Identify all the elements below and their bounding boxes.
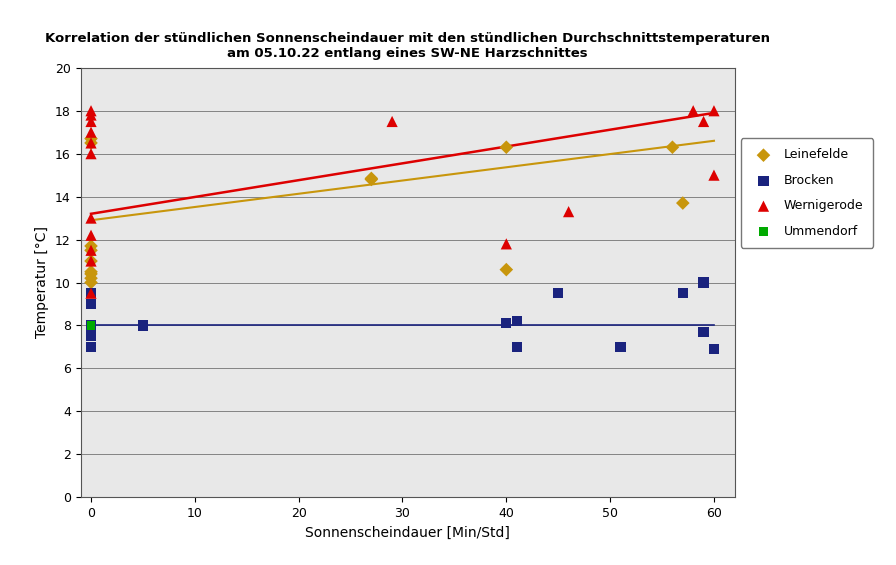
Point (499, 265, 513, 274)
Point (696, 117, 711, 126)
Point (84, 278, 99, 287)
Point (665, 143, 679, 152)
Point (696, 327, 711, 336)
Point (136, 321, 151, 330)
Point (676, 198, 690, 207)
Point (84, 270, 99, 279)
Y-axis label: Temperatur [°C]: Temperatur [°C] (36, 227, 49, 338)
Point (84, 246, 99, 255)
Point (707, 171, 721, 180)
Point (510, 342, 524, 351)
X-axis label: Sonnenscheindauer [Min/Std]: Sonnenscheindauer [Min/Std] (306, 525, 510, 540)
Point (510, 316, 524, 325)
Point (385, 117, 400, 126)
Point (364, 174, 378, 183)
Point (84, 321, 99, 330)
Point (562, 207, 576, 216)
Point (707, 106, 721, 115)
Point (84, 134, 99, 143)
Point (84, 299, 99, 308)
Point (84, 214, 99, 223)
Point (499, 240, 513, 249)
Point (84, 117, 99, 126)
Point (364, 175, 378, 184)
Point (84, 128, 99, 137)
Point (499, 319, 513, 328)
Point (84, 257, 99, 266)
Point (84, 111, 99, 120)
Point (84, 289, 99, 298)
Point (84, 332, 99, 341)
Point (84, 138, 99, 147)
Point (551, 289, 565, 298)
Legend: Leinefelde, Brocken, Wernigerode, Ummendorf: Leinefelde, Brocken, Wernigerode, Ummend… (741, 138, 873, 248)
Point (84, 321, 99, 330)
Point (84, 246, 99, 255)
Point (84, 149, 99, 158)
Point (707, 345, 721, 354)
Point (84, 342, 99, 351)
Point (84, 138, 99, 147)
Point (84, 231, 99, 240)
Point (696, 278, 711, 287)
Point (84, 257, 99, 266)
Point (676, 289, 690, 298)
Point (499, 143, 513, 152)
Title: Korrelation der stündlichen Sonnenscheindauer mit den stündlichen Durchschnittst: Korrelation der stündlichen Sonnenschein… (45, 32, 771, 60)
Point (84, 241, 99, 250)
Point (84, 267, 99, 276)
Point (686, 106, 701, 115)
Point (614, 342, 628, 351)
Point (84, 289, 99, 298)
Point (84, 273, 99, 282)
Point (84, 106, 99, 115)
